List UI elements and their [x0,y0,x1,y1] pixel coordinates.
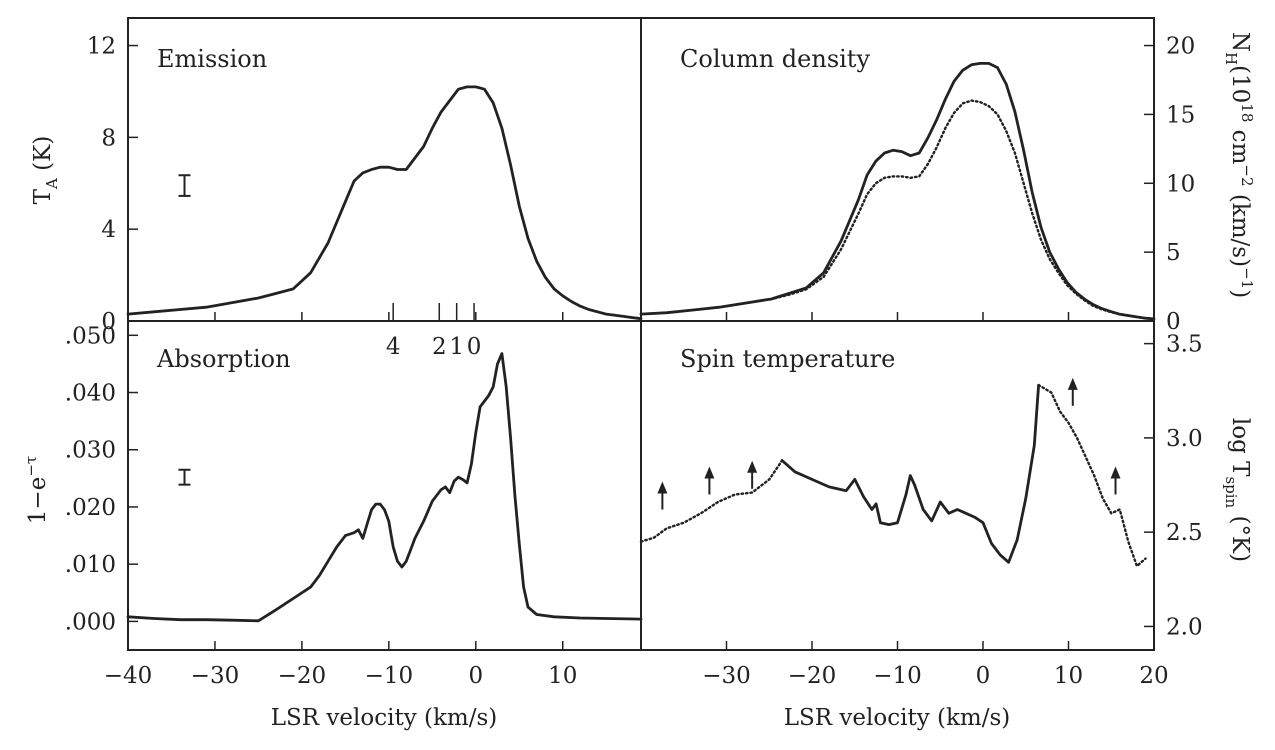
y-tick-label: .040 [65,381,116,407]
x-tick-label-right: 10 [1054,663,1083,689]
series-line-solid [126,352,643,623]
x-tick-label-left: −30 [191,663,240,689]
x-tick-label-left: 0 [468,663,483,689]
series-layer [126,62,1156,623]
y-tick-label: 20 [1166,34,1195,60]
y-tick-label: 10 [1166,171,1195,197]
y-axis-label-emission: TA (K) [30,136,61,205]
x-tick-label-right: 20 [1139,663,1168,689]
y-tick-label: .030 [65,438,116,464]
velocity-marker-label: 4 [386,334,401,360]
series-line-dotted [639,459,784,543]
series-line-dotted [639,99,1156,321]
y-tick-label: 2.5 [1166,520,1203,546]
y-tick-label: 15 [1166,102,1195,128]
panel-title-absorption: Absorption [156,345,291,373]
y-tick-label: 4 [101,217,116,243]
panel-title-emission: Emission [157,45,267,73]
x-tick-label-right: −20 [788,663,837,689]
y-tick-label: 2.0 [1166,614,1203,640]
lower-limit-arrowhead [1067,377,1078,390]
y-tick-label: 0 [1166,309,1181,335]
lower-limit-arrowhead [747,460,758,473]
x-tick-label-left: −20 [278,663,327,689]
velocity-marker-label: 0 [467,334,482,360]
y-tick-label: .050 [65,323,116,349]
lower-limit-arrowhead [1110,466,1121,479]
ticks-layer: −40 −30 −20 −10 0 10 −30 −20 −10 0 10 2004812051015… [65,34,1203,689]
y-axis-label-spin-temperature: log Tspin (°K) [1222,418,1253,562]
x-tick-label-right: −30 [702,663,751,689]
y-axis-label-absorption: 1−e−τ [22,456,51,524]
velocity-marker-label: 1 [449,334,464,360]
y-axis-label-column-density: NH(1018 cm−2 (km/s)−1) [1222,32,1256,298]
y-tick-label: 8 [101,125,116,151]
y-tick-label: .010 [65,552,116,578]
y-tick-label: 0 [101,309,116,335]
panel-title-spin-temperature: Spin temperature [680,345,895,373]
y-tick-label: 5 [1166,240,1181,266]
series-line-solid [780,383,1040,564]
x-axis-label-right: LSR velocity (km/s) [784,705,1011,731]
x-tick-label-right: 0 [976,663,991,689]
series-line-solid [126,85,643,321]
series-line-solid [639,62,1156,321]
y-tick-label: 3.5 [1166,332,1203,358]
lower-limit-arrowhead [704,466,715,479]
velocity-marker-label: 2 [432,334,447,360]
y-tick-label: .000 [65,609,116,635]
x-tick-label-left: 10 [548,663,577,689]
y-tick-label: 3.0 [1166,426,1203,452]
x-axis-label-left: LSR velocity (km/s) [271,705,498,731]
y-tick-label: 12 [87,34,116,60]
panel-title-column-density: Column density [680,45,870,73]
x-tick-label-left: −40 [104,663,153,689]
x-tick-label-left: −10 [365,663,414,689]
series-line-dotted [1037,383,1147,568]
lower-limit-arrowhead [657,481,668,494]
y-tick-label: .020 [65,495,116,521]
x-tick-label-right: −10 [873,663,922,689]
